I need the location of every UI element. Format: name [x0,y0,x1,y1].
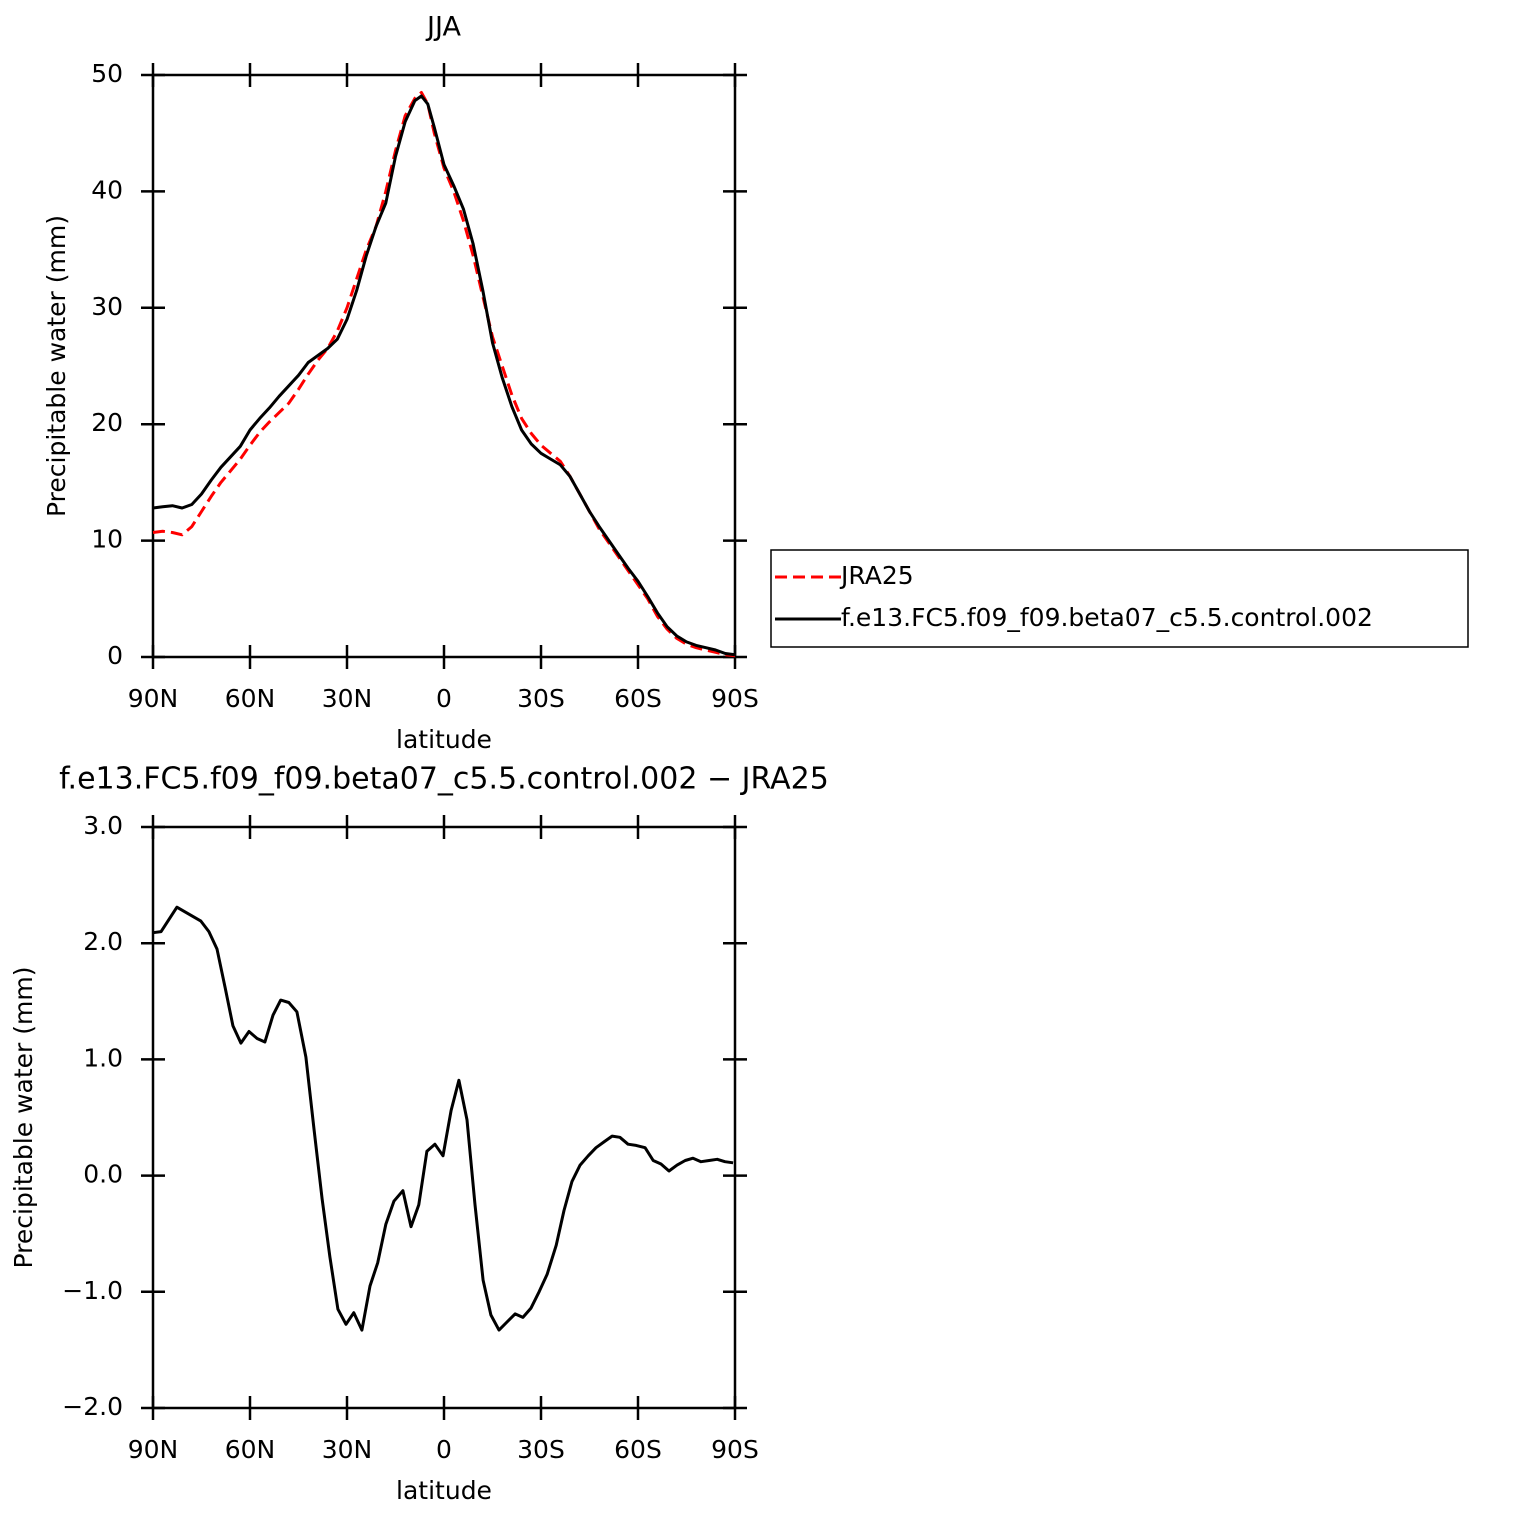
x-tick-label: 90S [711,684,759,713]
data-line [152,94,736,657]
data-line [152,91,736,658]
x-tick-label: 90S [711,1435,759,1464]
y-tick-label: 40 [91,175,123,204]
y-axis-label: Precipitable water (mm) [9,967,38,1269]
chart-title: f.e13.FC5.f09_f09.beta07_c5.5.control.00… [59,762,829,797]
y-tick-label: −2.0 [62,1392,123,1421]
legend-label: f.e13.FC5.f09_f09.beta07_c5.5.control.00… [841,603,1373,632]
x-axis-label: latitude [396,725,492,754]
y-tick-label: 2.0 [83,927,123,956]
x-tick-label: 30S [517,684,565,713]
x-tick-label: 90N [128,684,179,713]
data-line [152,905,734,1332]
x-tick-label: 30S [517,1435,565,1464]
chart-title: JJA [425,12,461,43]
x-tick-label: 60S [614,684,662,713]
x-tick-label: 60N [225,684,276,713]
y-axis-label: Precipitable water (mm) [42,215,71,517]
x-tick-label: 90N [128,1435,179,1464]
y-tick-label: 0 [107,641,123,670]
y-tick-label: −1.0 [62,1276,123,1305]
x-tick-label: 0 [436,684,452,713]
y-tick-label: 20 [91,408,123,437]
y-tick-label: 0.0 [83,1160,123,1189]
legend-box [770,549,1469,648]
x-tick-label: 60N [225,1435,276,1464]
x-tick-label: 60S [614,1435,662,1464]
plot-frame [151,825,737,1410]
x-tick-label: 30N [322,684,373,713]
x-tick-label: 30N [322,1435,373,1464]
y-tick-label: 3.0 [83,811,123,840]
y-tick-label: 1.0 [83,1043,123,1072]
x-tick-label: 0 [436,1435,452,1464]
y-tick-label: 30 [91,292,123,321]
y-tick-label: 50 [91,59,123,88]
x-axis-label: latitude [396,1476,492,1505]
y-tick-label: 10 [91,525,123,554]
legend-label: JRA25 [839,561,914,590]
